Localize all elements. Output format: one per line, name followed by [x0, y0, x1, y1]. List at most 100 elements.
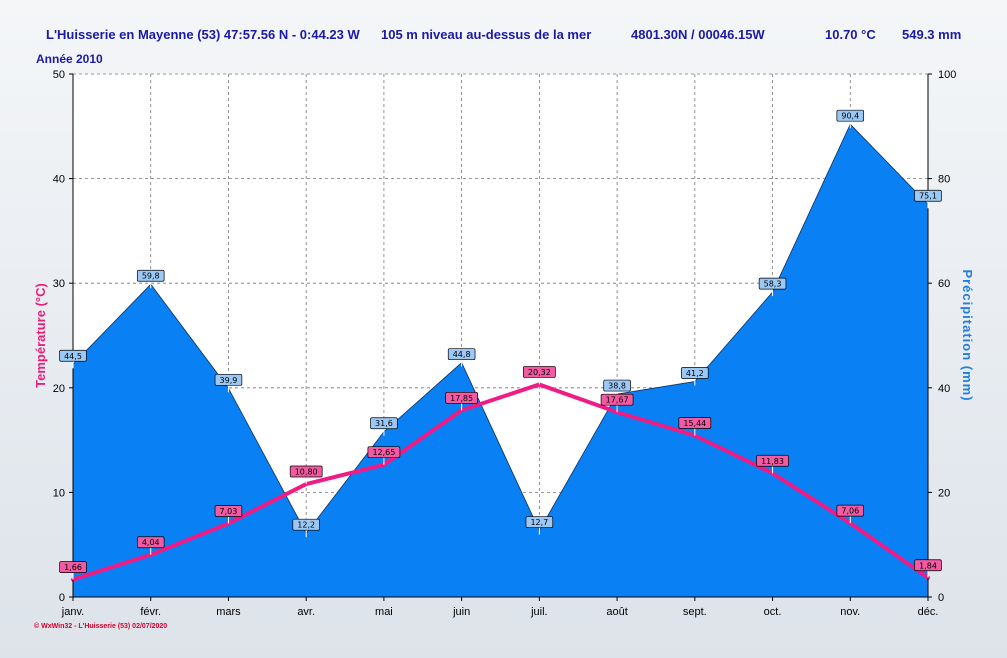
data-label-box [59, 561, 87, 573]
y-axis-label-precipitation: Précipitation (mm) [960, 269, 975, 401]
data-label-box [681, 367, 709, 379]
data-label-box [523, 366, 556, 378]
data-label-text: 12,7 [530, 518, 548, 527]
temperature-line [71, 382, 930, 582]
data-label-text: 31,6 [375, 419, 393, 428]
temperature-line-layer [71, 382, 930, 582]
data-label-text: 1,66 [64, 563, 82, 572]
data-label-text: 4,04 [142, 538, 160, 547]
temperature-value-label: 12,65 [367, 446, 401, 465]
data-label-box [600, 393, 634, 406]
data-label-box [603, 379, 631, 392]
precipitation-value-label: 44,8 [447, 348, 476, 367]
data-label-box [678, 417, 712, 429]
data-label-text: 75,1 [919, 192, 937, 201]
y-tick-label-left: 30 [53, 278, 65, 290]
temperature-value-label: 7,03 [214, 505, 243, 524]
y-tick-label-right: 0 [938, 592, 944, 604]
data-label-text: 20,32 [528, 368, 551, 377]
x-tick-label: avr. [297, 606, 315, 618]
data-label-text: 7,06 [841, 507, 859, 516]
x-tick-label: juil. [530, 606, 548, 618]
data-label-box [836, 109, 865, 122]
y-tick-label-left: 40 [53, 174, 65, 186]
temperature-value-label: 20,32 [523, 366, 556, 385]
temperature-value-label: 15,44 [678, 417, 712, 436]
x-tick-label: août [606, 606, 627, 618]
x-tick-label: nov. [840, 606, 860, 618]
temperature-value-label: 1,84 [914, 559, 942, 578]
precipitation-value-label: 12,7 [525, 516, 554, 535]
data-label-box [525, 516, 554, 528]
data-label-text: 38,8 [608, 382, 626, 391]
y-axis-label-temperature: Température (°C) [33, 283, 48, 388]
temperature-value-label: 17,67 [600, 393, 634, 413]
precipitation-value-label: 59,8 [136, 269, 165, 289]
x-tick-label: janv. [61, 606, 84, 618]
data-label-box [836, 504, 865, 517]
x-tick-label: sept. [683, 606, 707, 618]
data-label-box [914, 189, 942, 202]
x-tick-label: févr. [140, 606, 161, 618]
data-label-box [367, 446, 401, 459]
precipitation-value-label: 58,3 [758, 277, 787, 297]
y-tick-label-right: 100 [938, 69, 956, 81]
y-tick-label-left: 50 [53, 69, 65, 81]
temperature-value-label: 10,80 [289, 465, 323, 485]
temperature-value-label: 17,85 [445, 391, 478, 411]
data-label-text: 58,3 [764, 280, 782, 289]
data-label-box [289, 465, 323, 478]
data-label-text: 7,03 [220, 507, 238, 516]
data-label-text: 17,85 [450, 394, 473, 403]
y-tick-label-right: 40 [938, 383, 950, 395]
y-tick-label-left: 10 [53, 487, 65, 499]
data-label-box [758, 277, 787, 290]
data-label-box [914, 559, 942, 572]
precipitation-value-label: 90,4 [836, 109, 865, 129]
temperature-value-label: 7,06 [836, 504, 865, 524]
data-label-text: 12,65 [372, 448, 395, 457]
y-tick-label-left: 0 [59, 592, 65, 604]
data-label-text: 15,44 [683, 419, 706, 428]
precipitation-value-label: 39,9 [214, 373, 243, 393]
data-label-text: 41,2 [686, 369, 704, 378]
temperature-value-label: 4,04 [136, 536, 165, 555]
y-tick-label-right: 20 [938, 487, 950, 499]
x-tick-label: mars [216, 606, 241, 618]
y-tick-label-left: 20 [53, 383, 65, 395]
coordinates-text: 4801.30N / 00046.15W [631, 27, 765, 42]
data-label-text: 44,5 [64, 352, 82, 361]
data-label-box [447, 348, 476, 361]
x-tick-label: mai [375, 606, 393, 618]
data-label-box [59, 349, 87, 362]
data-label-text: 17,67 [606, 396, 629, 405]
y-tick-label-right: 80 [938, 174, 950, 186]
y-tick-label-right: 60 [938, 278, 950, 290]
precipitation-value-label: 41,2 [681, 367, 709, 386]
total-precipitation: 549.3 mm [902, 27, 962, 42]
station-name: L'Huisserie en Mayenne (53) 47:57.56 N -… [46, 27, 360, 42]
data-label-text: 11,83 [761, 457, 784, 466]
temperature-value-label: 11,83 [756, 454, 789, 474]
precipitation-value-label: 75,1 [914, 189, 942, 209]
precipitation-value-label: 44,5 [59, 349, 87, 369]
x-tick-label: déc. [918, 606, 939, 618]
altitude-text: 105 m niveau au-dessus de la mer [381, 27, 592, 42]
data-label-text: 12,2 [297, 521, 315, 530]
precipitation-value-label: 12,2 [292, 518, 320, 538]
data-label-box [136, 536, 165, 549]
data-label-box [445, 391, 478, 404]
temperature-value-label: 1,66 [59, 561, 87, 580]
data-label-text: 1,84 [919, 561, 937, 570]
axes: 0 10 20 30 40 50 0 20 40 60 80 100 janv. févr. mars avr… [53, 69, 957, 618]
x-tick-label: juin [452, 606, 470, 618]
average-temperature: 10.70 °C [825, 27, 876, 42]
footer-credit: © WxWin32 - L'Huisserie (53) 02/07/2020 [34, 623, 168, 630]
data-label-box [136, 269, 165, 282]
data-label-text: 59,8 [142, 272, 160, 281]
data-label-text: 39,9 [220, 376, 238, 385]
precipitation-value-label: 31,6 [370, 417, 398, 436]
data-label-box [756, 454, 789, 467]
